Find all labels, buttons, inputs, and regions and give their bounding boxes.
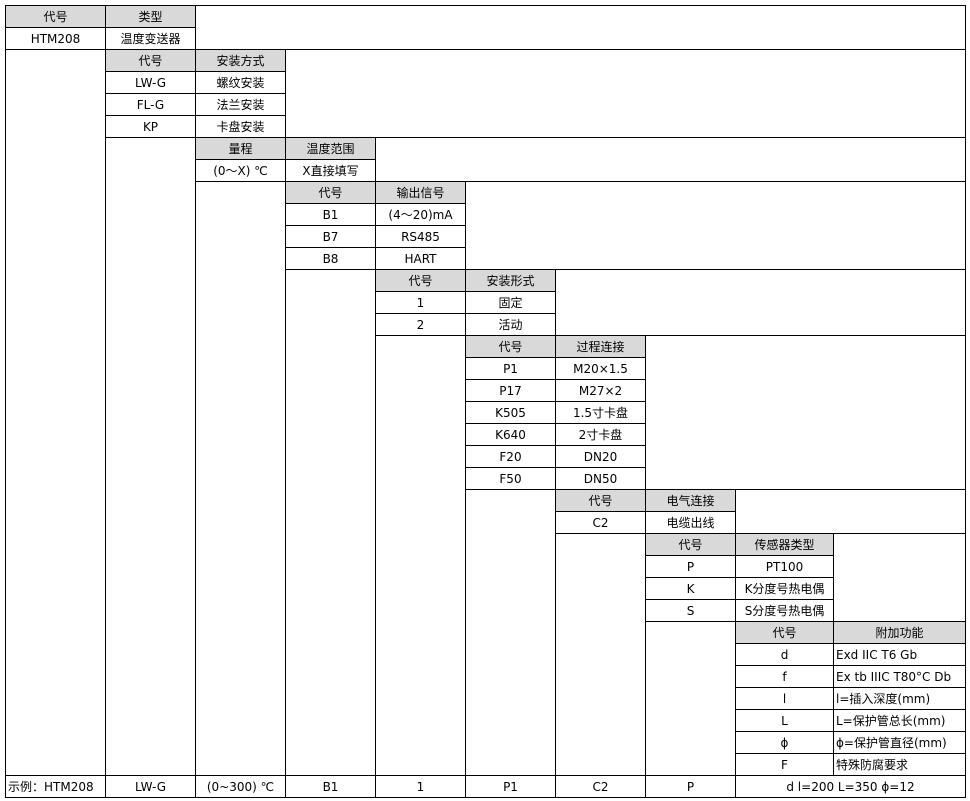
header-cell: 量程 — [195, 137, 286, 160]
code-cell: 2寸卡盘 — [555, 423, 646, 446]
header-cell: 代号 — [105, 49, 196, 72]
code-cell: (0～X) ℃ — [195, 159, 286, 182]
code-cell: ϕ — [735, 731, 834, 754]
code-cell: HART — [375, 247, 466, 270]
example-cell: P — [645, 775, 736, 798]
code-cell: ϕ=保护管直径(mm) — [833, 731, 966, 754]
rule — [5, 5, 6, 798]
rule — [645, 489, 646, 775]
code-cell: F — [735, 753, 834, 776]
code-cell: P — [645, 555, 736, 578]
code-cell: d — [735, 643, 834, 666]
code-cell: L=保护管总长(mm) — [833, 709, 966, 732]
rule — [375, 181, 376, 775]
example-cell: B1 — [285, 775, 376, 798]
code-cell: 法兰安装 — [195, 93, 286, 116]
rule — [465, 269, 466, 775]
code-cell: X直接填写 — [285, 159, 376, 182]
example-cell: LW-G — [105, 775, 196, 798]
code-cell: L — [735, 709, 834, 732]
header-cell: 电气连接 — [645, 489, 736, 512]
code-cell: FL-G — [105, 93, 196, 116]
code-cell: 2 — [375, 313, 466, 336]
code-cell: DN20 — [555, 445, 646, 468]
header-cell: 传感器类型 — [735, 533, 834, 556]
rule — [195, 137, 965, 138]
header-cell: 类型 — [105, 5, 196, 28]
rule — [285, 137, 286, 775]
code-cell: Exd IIC T6 Gb — [833, 643, 966, 666]
code-cell: K — [645, 577, 736, 600]
code-cell: S — [645, 599, 736, 622]
rule — [735, 533, 736, 775]
rule — [285, 181, 965, 182]
header-cell: 代号 — [5, 5, 106, 28]
example-cell: d l=200 L=350 ϕ=12 — [735, 775, 966, 798]
header-cell: 安装方式 — [195, 49, 286, 72]
header-cell: 温度范围 — [285, 137, 376, 160]
code-cell: f — [735, 665, 834, 688]
code-cell: S分度号热电偶 — [735, 599, 834, 622]
code-cell: 螺纹安装 — [195, 71, 286, 94]
header-cell: 代号 — [285, 181, 376, 204]
code-cell: DN50 — [555, 467, 646, 490]
code-cell: B1 — [285, 203, 376, 226]
code-cell: LW-G — [105, 71, 196, 94]
code-cell: F20 — [465, 445, 556, 468]
code-cell: B7 — [285, 225, 376, 248]
code-cell: 1.5寸卡盘 — [555, 401, 646, 424]
code-cell: K分度号热电偶 — [735, 577, 834, 600]
example-cell: (0~300) ℃ — [195, 775, 286, 798]
code-cell: l=插入深度(mm) — [833, 687, 966, 710]
code-cell: RS485 — [375, 225, 466, 248]
header-cell: 附加功能 — [833, 621, 966, 644]
code-cell: 温度变送器 — [105, 27, 196, 50]
code-cell: l — [735, 687, 834, 710]
code-cell: P17 — [465, 379, 556, 402]
example-cell: C2 — [555, 775, 646, 798]
code-cell: 1 — [375, 291, 466, 314]
header-cell: 安装形式 — [465, 269, 556, 292]
rule — [965, 5, 966, 798]
rule — [105, 49, 965, 50]
example-cell: 示例：HTM208 — [5, 775, 106, 798]
rule — [105, 5, 106, 775]
code-cell: PT100 — [735, 555, 834, 578]
code-cell: B8 — [285, 247, 376, 270]
header-cell: 代号 — [375, 269, 466, 292]
rule — [5, 5, 965, 6]
rule — [195, 49, 196, 775]
example-cell: P1 — [465, 775, 556, 798]
code-cell: 活动 — [465, 313, 556, 336]
code-cell: (4～20)mA — [375, 203, 466, 226]
code-cell: F50 — [465, 467, 556, 490]
code-cell: 电缆出线 — [645, 511, 736, 534]
code-cell: M27×2 — [555, 379, 646, 402]
header-cell: 代号 — [735, 621, 834, 644]
code-cell: KP — [105, 115, 196, 138]
header-cell: 过程连接 — [555, 335, 646, 358]
code-cell: K640 — [465, 423, 556, 446]
header-cell: 输出信号 — [375, 181, 466, 204]
rule — [375, 269, 965, 270]
header-cell: 代号 — [555, 489, 646, 512]
code-cell: 卡盘安装 — [195, 115, 286, 138]
code-cell: K505 — [465, 401, 556, 424]
code-cell: C2 — [555, 511, 646, 534]
code-cell: Ex tb IIIC T80°C Db — [833, 665, 966, 688]
code-cell: HTM208 — [5, 27, 106, 50]
example-cell: 1 — [375, 775, 466, 798]
rule — [555, 335, 556, 775]
code-cell: 特殊防腐要求 — [833, 753, 966, 776]
header-cell: 代号 — [645, 533, 736, 556]
code-cell: 固定 — [465, 291, 556, 314]
rule — [555, 489, 965, 490]
rule — [465, 335, 965, 336]
code-cell: P1 — [465, 357, 556, 380]
header-cell: 代号 — [465, 335, 556, 358]
code-cell: M20×1.5 — [555, 357, 646, 380]
